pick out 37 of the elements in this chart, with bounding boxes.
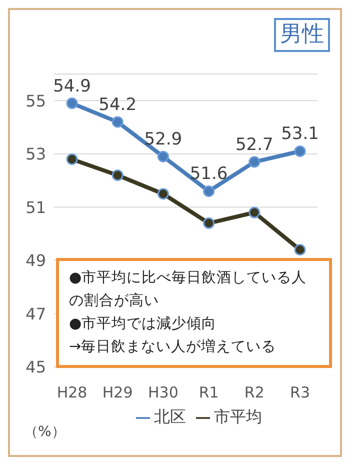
point <box>157 150 169 162</box>
point <box>66 153 78 165</box>
point <box>66 98 78 110</box>
data-label: 52.7 <box>235 134 274 155</box>
point <box>112 169 124 181</box>
point <box>203 217 215 229</box>
data-label: 52.9 <box>144 130 182 150</box>
y-tick-label: 55 <box>26 91 46 110</box>
y-tick-label: 49 <box>26 251 46 270</box>
point <box>157 188 169 200</box>
y-tick-label: 45 <box>26 358 46 377</box>
point <box>294 145 306 157</box>
legend-label: 市平均 <box>214 407 262 426</box>
x-tick-label: H30 <box>148 384 178 402</box>
point <box>294 244 306 256</box>
y-tick-label: 53 <box>26 144 46 164</box>
y-tick-label: 51 <box>26 198 46 217</box>
data-label: 54.2 <box>98 94 137 115</box>
data-label: 51.6 <box>190 164 228 184</box>
point <box>203 185 215 197</box>
data-label: 53.1 <box>281 124 319 144</box>
data-label: 54.9 <box>53 76 91 96</box>
x-tick-label: R2 <box>244 384 264 402</box>
point <box>248 206 260 218</box>
point <box>112 116 124 128</box>
annotation: ●市平均に比べ毎日飲酒している人の割合が高い <box>69 268 308 311</box>
annotation: →毎日飲まない人が増えている <box>69 338 278 357</box>
y-tick-label: 47 <box>26 304 46 324</box>
x-tick-label: H28 <box>56 384 88 402</box>
annotation: ●市平均では減少傾向 <box>69 314 218 334</box>
x-tick-label: H29 <box>102 384 133 402</box>
point <box>248 156 260 168</box>
legend-label: 北区 <box>154 407 186 426</box>
x-tick-label: R3 <box>290 384 310 402</box>
y-axis-title: （%） <box>24 423 66 441</box>
chart-title: 男性 <box>274 18 330 52</box>
x-tick-label: R1 <box>198 384 219 402</box>
